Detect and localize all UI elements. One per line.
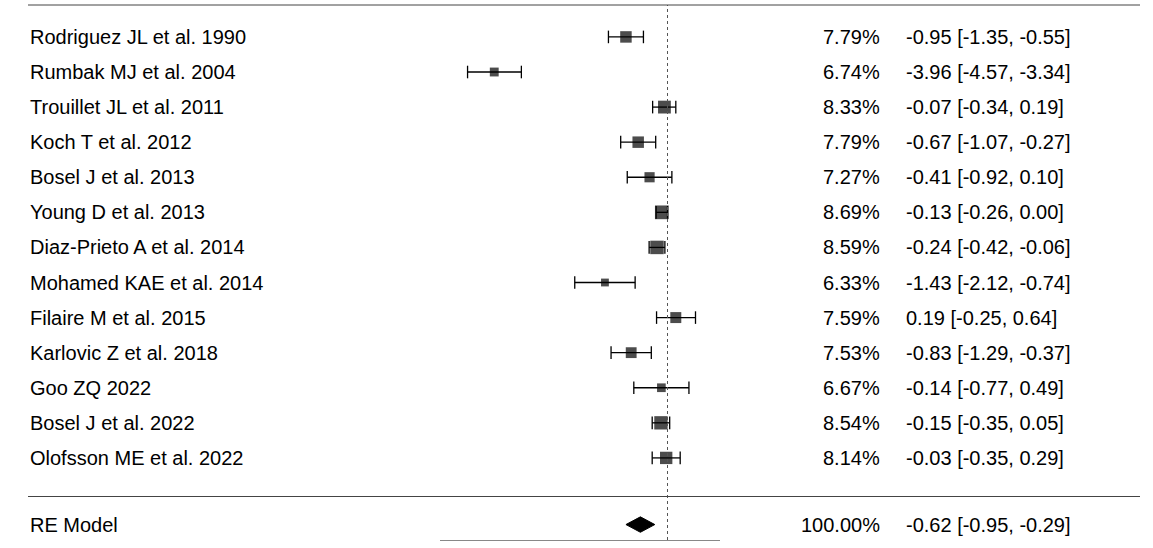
svg-text:-0.67 [-1.07, -0.27]: -0.67 [-1.07, -0.27] bbox=[906, 131, 1071, 153]
svg-text:8.69%: 8.69% bbox=[823, 201, 880, 223]
svg-text:7.59%: 7.59% bbox=[823, 307, 880, 329]
svg-text:-0.07 [-0.34, 0.19]: -0.07 [-0.34, 0.19] bbox=[906, 96, 1064, 118]
svg-text:-0.03 [-0.35, 0.29]: -0.03 [-0.35, 0.29] bbox=[906, 447, 1064, 469]
svg-text:-0.14 [-0.77, 0.49]: -0.14 [-0.77, 0.49] bbox=[906, 377, 1064, 399]
svg-text:Koch T et al. 2012: Koch T et al. 2012 bbox=[30, 131, 192, 153]
svg-text:Rodriguez JL et al. 1990: Rodriguez JL et al. 1990 bbox=[30, 26, 246, 48]
svg-text:Young D et al. 2013: Young D et al. 2013 bbox=[30, 201, 205, 223]
svg-text:-0.83 [-1.29, -0.37]: -0.83 [-1.29, -0.37] bbox=[906, 342, 1071, 364]
svg-text:-3.96 [-4.57, -3.34]: -3.96 [-4.57, -3.34] bbox=[906, 61, 1071, 83]
svg-text:Trouillet JL et al. 2011: Trouillet JL et al. 2011 bbox=[30, 96, 224, 118]
svg-text:7.79%: 7.79% bbox=[823, 26, 880, 48]
svg-text:-1.43 [-2.12, -0.74]: -1.43 [-2.12, -0.74] bbox=[906, 272, 1071, 294]
svg-text:RE Model: RE Model bbox=[30, 514, 118, 536]
svg-text:7.79%: 7.79% bbox=[823, 131, 880, 153]
svg-text:100.00%: 100.00% bbox=[801, 514, 880, 536]
svg-text:Bosel J et al. 2022: Bosel J et al. 2022 bbox=[30, 412, 195, 434]
svg-text:8.59%: 8.59% bbox=[823, 236, 880, 258]
svg-text:0.19 [-0.25, 0.64]: 0.19 [-0.25, 0.64] bbox=[906, 307, 1057, 329]
svg-text:Mohamed KAE et al. 2014: Mohamed KAE et al. 2014 bbox=[30, 272, 263, 294]
svg-text:8.33%: 8.33% bbox=[823, 96, 880, 118]
svg-text:-0.13 [-0.26, 0.00]: -0.13 [-0.26, 0.00] bbox=[906, 201, 1064, 223]
svg-text:-0.15 [-0.35, 0.05]: -0.15 [-0.35, 0.05] bbox=[906, 412, 1064, 434]
svg-text:Karlovic Z et al. 2018: Karlovic Z et al. 2018 bbox=[30, 342, 218, 364]
svg-text:Rumbak MJ et al. 2004: Rumbak MJ et al. 2004 bbox=[30, 61, 236, 83]
svg-text:Diaz-Prieto A et al. 2014: Diaz-Prieto A et al. 2014 bbox=[30, 236, 245, 258]
svg-text:Goo ZQ 2022: Goo ZQ 2022 bbox=[30, 377, 151, 399]
svg-text:-0.41 [-0.92, 0.10]: -0.41 [-0.92, 0.10] bbox=[906, 166, 1064, 188]
svg-text:7.27%: 7.27% bbox=[823, 166, 880, 188]
svg-text:-0.95 [-1.35, -0.55]: -0.95 [-1.35, -0.55] bbox=[906, 26, 1071, 48]
svg-text:6.33%: 6.33% bbox=[823, 272, 880, 294]
svg-text:-0.62 [-0.95, -0.29]: -0.62 [-0.95, -0.29] bbox=[906, 514, 1071, 536]
svg-text:6.67%: 6.67% bbox=[823, 377, 880, 399]
svg-text:6.74%: 6.74% bbox=[823, 61, 880, 83]
svg-text:Filaire M et al. 2015: Filaire M et al. 2015 bbox=[30, 307, 206, 329]
svg-text:Olofsson ME et al. 2022: Olofsson ME et al. 2022 bbox=[30, 447, 243, 469]
svg-text:-0.24 [-0.42, -0.06]: -0.24 [-0.42, -0.06] bbox=[906, 236, 1071, 258]
svg-text:7.53%: 7.53% bbox=[823, 342, 880, 364]
svg-text:8.14%: 8.14% bbox=[823, 447, 880, 469]
svg-text:Bosel J et al. 2013: Bosel J et al. 2013 bbox=[30, 166, 195, 188]
svg-text:8.54%: 8.54% bbox=[823, 412, 880, 434]
